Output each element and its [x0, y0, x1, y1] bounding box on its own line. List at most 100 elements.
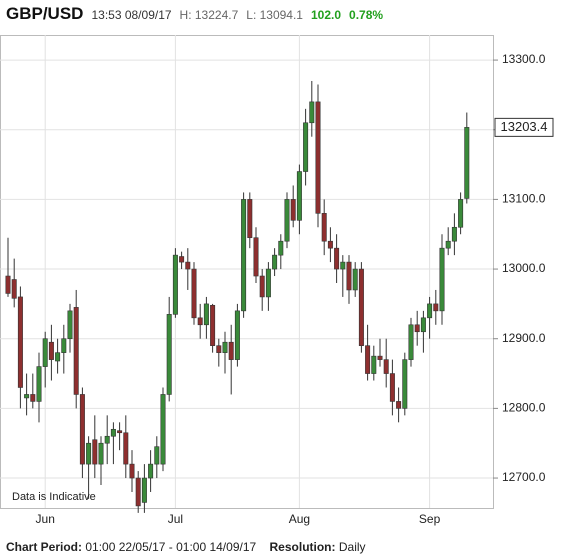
- candle-body: [179, 256, 185, 263]
- candle-body: [377, 355, 383, 360]
- candle-body: [73, 307, 79, 395]
- y-tick-label: 12900.0: [502, 331, 546, 345]
- candle-body: [420, 317, 426, 333]
- candle-body: [92, 439, 98, 465]
- y-tick-label: 12700.0: [502, 470, 546, 484]
- candle-body: [296, 171, 302, 221]
- low: L: 13094.1: [246, 8, 303, 22]
- candle-body: [315, 101, 321, 214]
- candle-body: [408, 324, 414, 360]
- candle-body: [365, 345, 371, 374]
- resolution-label: Resolution:: [269, 540, 336, 554]
- candle-body: [340, 261, 346, 270]
- annotation: Data is Indicative: [12, 491, 96, 503]
- candle-body: [110, 428, 116, 437]
- candle-body: [303, 122, 309, 172]
- time: 13:53 08/09/17: [91, 8, 172, 22]
- candle-body: [414, 324, 420, 333]
- candle-body: [321, 213, 327, 242]
- candle-body: [234, 310, 240, 360]
- candle-body: [160, 394, 166, 465]
- y-tick-label: 13100.0: [502, 192, 546, 206]
- candle-body: [445, 240, 451, 249]
- candle-body: [346, 261, 352, 291]
- candle-body: [129, 463, 135, 479]
- candle-body: [389, 373, 395, 402]
- candle-body: [334, 247, 340, 270]
- candle-body: [123, 432, 129, 465]
- chart: 12700.012800.012900.013000.013100.013200…: [0, 35, 554, 526]
- plot-frame: [0, 35, 494, 509]
- candle-body: [216, 345, 222, 353]
- x-tick-label: Aug: [289, 512, 310, 526]
- candle-body: [427, 303, 433, 319]
- candle-body: [166, 314, 172, 395]
- candle-body: [191, 268, 197, 319]
- candle-body: [290, 199, 296, 221]
- x-tick-label: Sep: [419, 512, 441, 526]
- candle-body: [265, 268, 271, 298]
- candle-body: [327, 240, 333, 249]
- resolution: Daily: [338, 540, 366, 554]
- candle-body: [402, 359, 408, 409]
- candle-body: [352, 268, 358, 291]
- period-label: Chart Period:: [6, 540, 83, 554]
- candle-body: [451, 226, 457, 242]
- candle-body: [272, 254, 278, 270]
- last-price-box: [494, 117, 554, 137]
- candle-body: [61, 338, 67, 353]
- candle-body: [197, 317, 203, 326]
- candle-body: [79, 394, 85, 465]
- candle-body: [48, 341, 54, 360]
- candle-body: [98, 442, 104, 465]
- candle-body: [11, 279, 17, 299]
- candle-body: [210, 304, 216, 346]
- candle-body: [30, 394, 36, 402]
- candle-body: [241, 199, 247, 312]
- candle-body: [67, 310, 73, 340]
- candle-body: [464, 127, 470, 199]
- candle-body: [86, 442, 92, 465]
- candle-body: [104, 435, 110, 444]
- header: GBP/USD 13:53 08/09/17 H: 13224.7 L: 130…: [6, 4, 383, 28]
- y-tick-label: 13300.0: [502, 52, 546, 66]
- candle-body: [439, 247, 445, 312]
- candle-body: [433, 303, 439, 312]
- candle-body: [358, 268, 364, 346]
- candle-body: [36, 366, 42, 402]
- candle-body: [278, 240, 284, 256]
- last-price-label: 13203.4: [501, 119, 548, 134]
- candle-body: [24, 394, 30, 399]
- candle-body: [135, 477, 141, 507]
- x-tick-label: Jun: [36, 512, 55, 526]
- candle-body: [185, 261, 191, 270]
- y-tick-label: 13000.0: [502, 261, 546, 275]
- candle-body: [383, 359, 389, 374]
- candle-body: [259, 275, 265, 298]
- candle-body: [141, 477, 147, 503]
- y-tick-label: 12800.0: [502, 401, 546, 415]
- candle-body: [228, 341, 234, 360]
- candle-body: [458, 199, 464, 228]
- candle-body: [203, 303, 209, 326]
- x-tick-label: Jul: [168, 512, 183, 526]
- candle-body: [309, 101, 315, 124]
- candle-body: [154, 446, 160, 465]
- candle-body: [55, 352, 61, 362]
- candle-body: [284, 199, 290, 242]
- candle-body: [396, 401, 402, 409]
- candle-body: [172, 254, 178, 315]
- candle-body: [5, 275, 11, 294]
- footer: Chart Period: 01:00 22/05/17 - 01:00 14/…: [6, 540, 366, 554]
- candle-body: [117, 430, 123, 434]
- change: 102.0: [310, 8, 342, 22]
- candle-body: [371, 355, 377, 374]
- candle-body: [42, 338, 48, 367]
- candle-body: [247, 199, 253, 239]
- candle-body: [222, 341, 228, 353]
- period: 01:00 22/05/17 - 01:00 14/09/17: [85, 540, 257, 554]
- candle-body: [253, 237, 259, 277]
- symbol: GBP/USD: [6, 4, 84, 23]
- candle-body: [17, 296, 23, 388]
